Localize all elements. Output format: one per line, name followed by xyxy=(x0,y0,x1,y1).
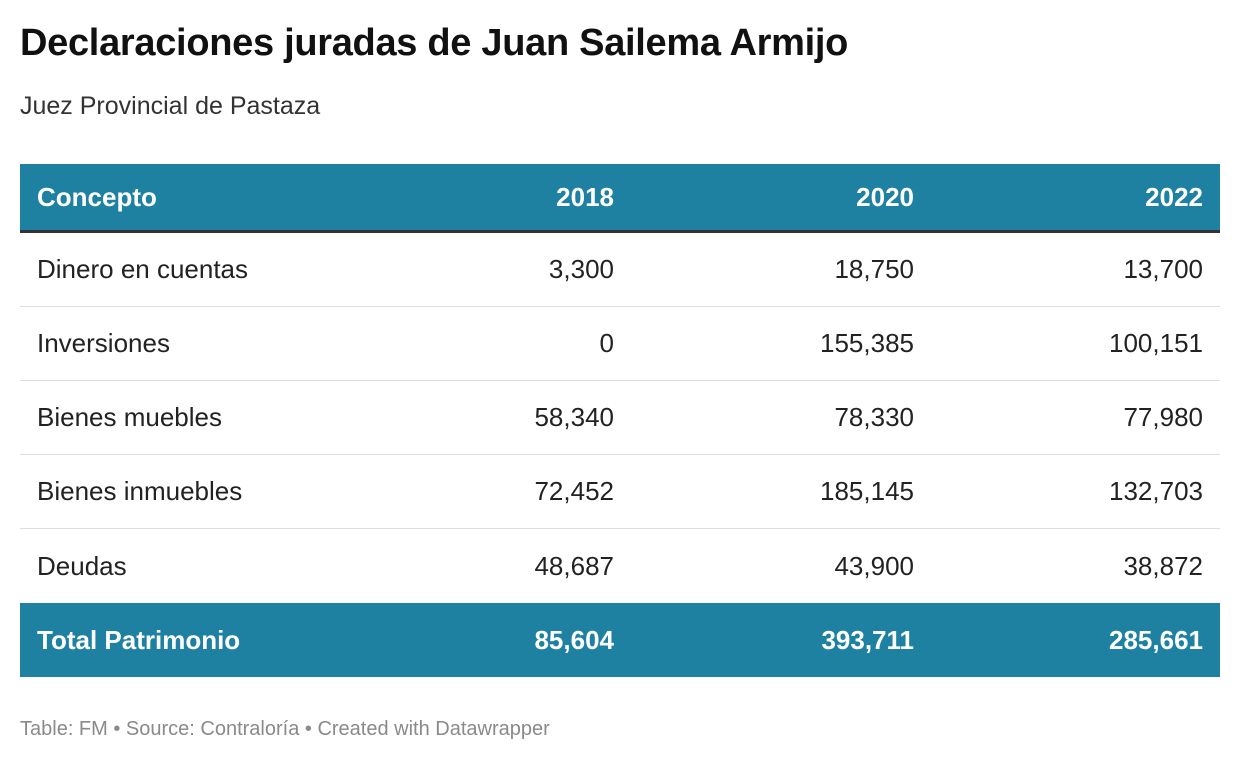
cell-2018: 3,300 xyxy=(548,254,614,284)
table-row: Bienes muebles 58,340 78,330 77,980 xyxy=(20,381,1220,455)
total-2020: 393,711 xyxy=(821,624,914,655)
row-label: Bienes muebles xyxy=(37,402,222,432)
table-row: Deudas 48,687 43,900 38,872 xyxy=(20,529,1220,603)
cell-2022: 77,980 xyxy=(1123,402,1203,432)
row-label: Bienes inmuebles xyxy=(37,476,243,506)
cell-2020: 185,145 xyxy=(820,476,914,506)
column-header-2020[interactable]: 2020 xyxy=(856,181,914,212)
cell-2020: 43,900 xyxy=(834,550,914,581)
row-label: Dinero en cuentas xyxy=(37,254,249,284)
data-table: Concepto 2018 2020 2022 Dinero en cuenta… xyxy=(20,164,1220,677)
cell-2020: 18,750 xyxy=(834,254,914,284)
cell-2018: 0 xyxy=(599,328,614,358)
cell-2018: 48,687 xyxy=(534,550,614,581)
column-header-concepto[interactable]: Concepto xyxy=(37,181,157,212)
chart-subtitle: Juez Provincial de Pastaza xyxy=(20,92,321,120)
column-header-2018[interactable]: 2018 xyxy=(556,181,614,212)
table-row: Dinero en cuentas 3,300 18,750 13,700 xyxy=(20,233,1220,307)
table-header-row: Concepto 2018 2020 2022 xyxy=(20,164,1220,233)
row-label: Inversiones xyxy=(37,328,170,358)
cell-2022: 100,151 xyxy=(1109,328,1203,358)
column-header-2022[interactable]: 2022 xyxy=(1145,181,1203,212)
table-row: Bienes inmuebles 72,452 185,145 132,703 xyxy=(20,455,1220,529)
table-row: Inversiones 0 155,385 100,151 xyxy=(20,307,1220,381)
cell-2022: 132,703 xyxy=(1109,476,1203,506)
source-footer: Table: FM • Source: Contraloría • Create… xyxy=(20,718,550,740)
chart-title: Declaraciones juradas de Juan Sailema Ar… xyxy=(20,22,849,64)
cell-2020: 155,385 xyxy=(820,328,914,358)
cell-2022: 13,700 xyxy=(1123,254,1203,284)
table-total-row: Total Patrimonio 85,604 393,711 285,661 xyxy=(20,603,1220,677)
total-label: Total Patrimonio xyxy=(37,624,241,655)
cell-2022: 38,872 xyxy=(1123,550,1203,581)
cell-2018: 72,452 xyxy=(534,476,614,506)
cell-2020: 78,330 xyxy=(834,402,914,432)
row-label: Deudas xyxy=(37,550,127,581)
total-2022: 285,661 xyxy=(1109,624,1203,655)
total-2018: 85,604 xyxy=(534,624,614,655)
cell-2018: 58,340 xyxy=(534,402,614,432)
